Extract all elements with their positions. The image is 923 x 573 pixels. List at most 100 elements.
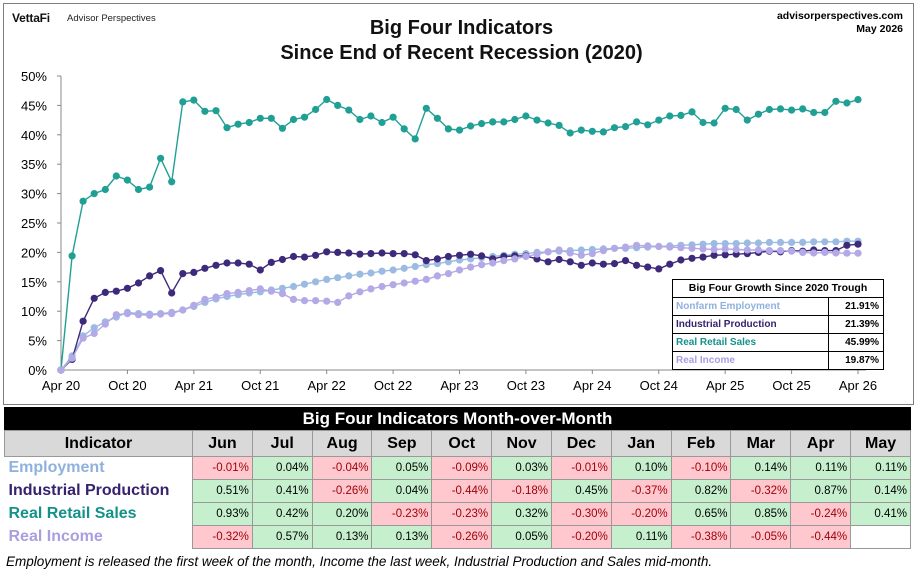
data-point-income <box>644 242 652 250</box>
data-point-income <box>511 255 519 263</box>
data-point-retail <box>234 120 242 128</box>
data-point-income <box>555 246 563 254</box>
month-over-month-table: Indicator Jun Jul Aug Sep Oct Nov Dec Jan Feb Mar… <box>4 430 911 549</box>
data-point-industrial <box>422 257 430 265</box>
table-cell: 0.42% <box>251 502 313 526</box>
data-point-retail <box>854 96 862 104</box>
row-label: Real Retail Sales <box>4 502 193 526</box>
data-point-income <box>245 287 253 295</box>
legend-row-income: Real Income 19.87% <box>673 352 883 369</box>
data-point-income <box>190 301 198 309</box>
x-tick-label: Oct 25 <box>772 378 810 393</box>
x-tick-label: Apr 24 <box>573 378 611 393</box>
chart-legend: Big Four Growth Since 2020 Trough Nonfar… <box>672 279 884 370</box>
footnote: Employment is released the first week of… <box>6 554 713 569</box>
legend-series-value: 21.39% <box>845 319 879 330</box>
data-point-retail <box>765 105 774 114</box>
data-point-employment <box>743 239 751 247</box>
data-point-employment <box>278 284 286 292</box>
row-label: Employment <box>4 456 193 480</box>
data-point-industrial <box>843 241 851 249</box>
data-point-income <box>323 297 331 305</box>
data-point-income <box>788 247 796 255</box>
data-point-income <box>588 250 596 258</box>
data-point-income <box>444 270 452 278</box>
x-tick-label: Apr 25 <box>706 378 744 393</box>
site-url: advisorperspectives.com <box>776 10 903 22</box>
table-cell: 0.14% <box>850 479 911 503</box>
data-point-income <box>389 281 397 289</box>
data-point-industrial <box>467 250 475 258</box>
data-point-employment <box>765 238 774 246</box>
data-point-income <box>345 292 353 300</box>
data-point-industrial <box>168 289 176 297</box>
data-point-retail <box>411 135 419 143</box>
data-point-retail <box>655 116 663 124</box>
data-point-income <box>289 295 298 303</box>
table-cell: -0.44% <box>431 479 493 503</box>
legend-series-name: Real Income <box>673 352 829 369</box>
data-point-industrial <box>112 287 120 295</box>
data-point-industrial <box>101 288 109 296</box>
data-point-industrial <box>389 250 397 258</box>
chart-title-line1: Big Four Indicators <box>369 17 554 39</box>
data-point-retail <box>123 176 131 184</box>
data-point-employment <box>378 267 386 275</box>
data-point-retail <box>788 106 796 114</box>
data-point-retail <box>522 112 530 120</box>
y-tick-label: 25% <box>21 216 47 231</box>
data-point-retail <box>90 190 98 198</box>
y-tick-label: 0% <box>28 363 47 378</box>
data-point-industrial <box>190 268 198 276</box>
data-point-retail <box>79 197 87 205</box>
row-label: Real Income <box>4 525 193 549</box>
data-point-industrial <box>455 251 464 259</box>
legend-row-employment: Nonfarm Employment 21.91% <box>673 298 883 316</box>
line-chart: 0% 5% 10% 15% 20% 25% 30% 35% 40% 45% 50% Apr 20 Oct… <box>21 69 877 393</box>
data-point-income <box>688 244 696 252</box>
data-point-retail <box>223 124 231 132</box>
data-point-retail <box>644 121 652 129</box>
y-tick-label: 20% <box>21 245 47 260</box>
data-point-retail <box>843 99 851 107</box>
table-cell: 0.41% <box>251 479 313 503</box>
data-point-income <box>146 311 154 319</box>
table-cell: -0.44% <box>790 525 852 549</box>
data-point-income <box>500 257 508 265</box>
data-point-retail <box>666 112 674 120</box>
header-month: Jul <box>251 430 313 457</box>
table-cell: 0.14% <box>730 456 792 480</box>
data-point-retail <box>721 104 729 112</box>
table-cell: -0.10% <box>670 456 732 480</box>
header-month: Jan <box>610 430 672 457</box>
data-point-retail <box>566 129 574 137</box>
legend-series-value: 21.91% <box>845 301 879 312</box>
legend-series-name: Industrial Production <box>673 316 829 333</box>
data-point-retail <box>732 105 740 114</box>
data-point-retail <box>101 185 109 194</box>
y-tick-label: 35% <box>21 157 47 172</box>
data-point-employment <box>367 269 375 277</box>
y-tick-label: 5% <box>28 334 47 349</box>
data-point-retail <box>544 119 552 127</box>
x-tick-label: Oct 24 <box>640 378 678 393</box>
data-point-industrial <box>710 251 718 259</box>
data-point-industrial <box>289 252 298 261</box>
table-cell: 0.13% <box>371 525 433 549</box>
data-point-income <box>765 247 774 255</box>
x-tick-label: Apr 26 <box>839 378 877 393</box>
data-point-industrial <box>179 270 187 278</box>
data-point-industrial <box>234 259 242 267</box>
data-point-retail <box>400 125 408 133</box>
data-point-industrial <box>433 255 441 263</box>
data-point-retail <box>478 120 486 128</box>
table-cell: 0.65% <box>670 502 732 526</box>
table-cell: -0.23% <box>371 502 433 526</box>
data-point-employment <box>300 280 309 288</box>
table-cell: -0.32% <box>730 479 792 503</box>
logo-subtitle: Advisor Perspectives <box>67 13 156 24</box>
data-point-income <box>400 279 408 287</box>
data-point-industrial <box>323 248 331 256</box>
data-point-retail <box>146 183 154 191</box>
data-point-retail <box>422 104 430 112</box>
